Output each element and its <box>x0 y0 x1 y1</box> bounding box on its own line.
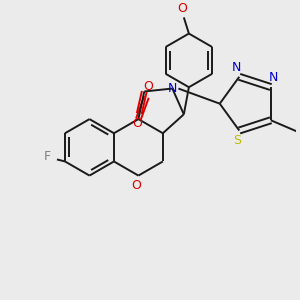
Text: N: N <box>168 82 177 95</box>
Text: N: N <box>269 71 278 85</box>
Text: O: O <box>131 179 141 192</box>
Text: O: O <box>177 2 187 15</box>
Text: N: N <box>232 61 241 74</box>
Text: O: O <box>132 117 142 130</box>
Text: F: F <box>43 150 50 163</box>
Text: O: O <box>143 80 153 93</box>
Text: S: S <box>233 134 241 147</box>
